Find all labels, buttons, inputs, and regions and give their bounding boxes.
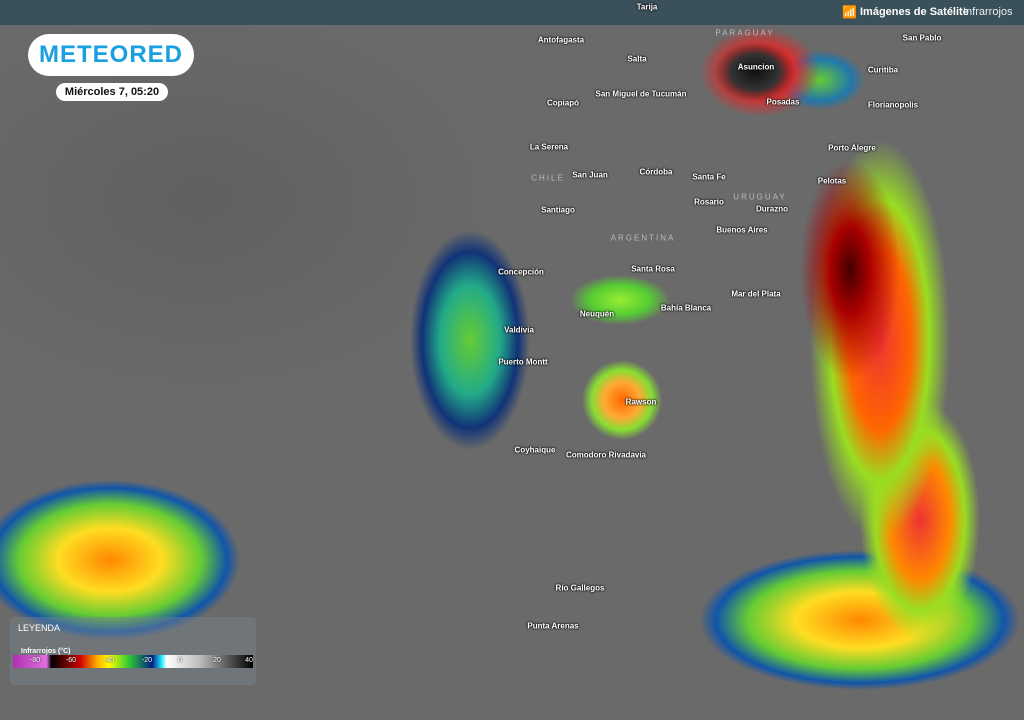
top-bar: 📶 Imágenes de Satélite Infrarrojos (0, 0, 1024, 25)
country-label: URUGUAY (733, 192, 787, 202)
city-label: Salta (627, 54, 647, 64)
city-label: Neuquén (579, 309, 615, 319)
scale-tick: -80 (29, 657, 41, 664)
city-label: La Serena (529, 142, 569, 152)
legend-title: LEYENDA (18, 623, 61, 633)
scale-tick: -40 (103, 657, 115, 664)
city-label: Posadas (766, 97, 800, 107)
nav-satellite-images[interactable]: Imágenes de Satélite (860, 6, 969, 18)
city-label: Mar del Plata (731, 289, 781, 299)
city-label: Buenos Aires (716, 225, 768, 235)
country-label: CHILE (531, 173, 565, 183)
country-label: PARAGUAY (715, 28, 775, 38)
city-label: Santiago (541, 205, 575, 215)
city-label: Rosario (694, 197, 724, 207)
scale-tick: -20 (141, 657, 153, 664)
city-label: Punta Arenas (527, 621, 579, 631)
city-label: San Miguel de Tucumán (595, 89, 687, 99)
city-label: Santa Rosa (631, 264, 675, 274)
meteored-logo[interactable]: METEORED (28, 34, 194, 76)
city-label: Florianopolis (867, 100, 919, 110)
city-label: Durazno (756, 204, 788, 214)
temperature-color-scale: -80 -60 -40 -20 0 20 40 (13, 655, 253, 668)
city-label: San Pablo (902, 33, 942, 43)
city-label: Rawson (625, 397, 657, 407)
city-label: Coyhaique (514, 445, 556, 455)
city-label: Asuncion (737, 62, 775, 72)
city-label: Copiapó (547, 98, 579, 108)
city-label: Valdivia (504, 325, 534, 335)
country-label: ARGENTINA (610, 233, 676, 243)
city-label: Tarija (636, 2, 658, 12)
logo-text: METEORED (38, 41, 183, 68)
scale-tick: 0 (178, 657, 182, 664)
datetime-badge: Miércoles 7, 05:20 (56, 83, 168, 101)
satellite-signal-icon: 📶 (842, 5, 857, 19)
city-label: Pelotas (817, 176, 847, 186)
legend-subtitle: Infrarrojos (°C) (21, 648, 71, 655)
city-label: Comodoro Rivadavia (565, 450, 647, 460)
city-label: Antofagasta (537, 35, 585, 45)
city-label: Concepción (498, 267, 544, 277)
city-label: Córdoba (639, 167, 673, 177)
scale-tick: -60 (65, 657, 77, 664)
city-label: Bahía Blanca (660, 303, 712, 313)
scale-tick: 40 (245, 657, 253, 664)
city-label: Río Gallegos (555, 583, 605, 593)
city-label: Curitiba (867, 65, 899, 75)
nav-infrared[interactable]: Infrarrojos (963, 6, 1013, 18)
city-label: Puerto Montt (498, 357, 548, 367)
city-label: Santa Fe (692, 172, 726, 182)
city-label: San Juan (572, 170, 608, 180)
city-label: Porto Alegre (828, 143, 876, 153)
scale-tick: 20 (213, 657, 221, 664)
legend-panel: LEYENDA Infrarrojos (°C) -80 -60 -40 -20… (10, 617, 256, 685)
